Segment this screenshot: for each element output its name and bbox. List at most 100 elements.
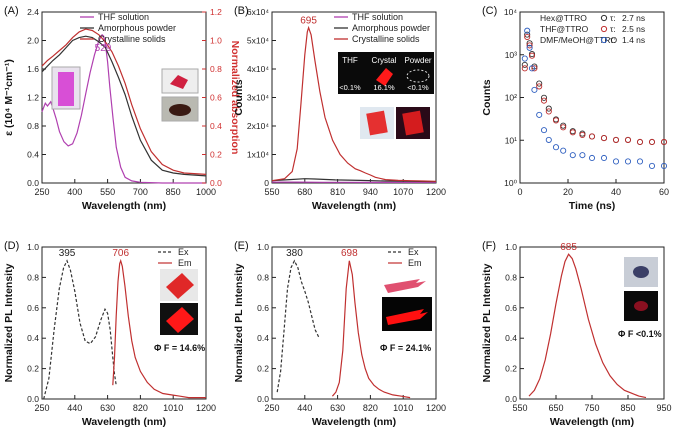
y-tick-label: 1.0: [505, 242, 517, 252]
legend-entry: THF solution: [352, 12, 403, 22]
data-point: [540, 97, 548, 104]
legend-entry: Crystalline solids: [352, 34, 420, 44]
data-point: [552, 117, 560, 124]
x-tick-label: 1010: [393, 403, 413, 413]
y-tick-label: 10⁰: [504, 178, 517, 188]
data-point: [579, 131, 586, 139]
crystal-glow-icon: [376, 68, 393, 86]
x-tick-label: 250: [264, 403, 279, 413]
y-tick-label: 1.0: [257, 242, 269, 252]
legend-entry: THF solution: [98, 12, 149, 22]
data-point: [552, 144, 560, 151]
peak-label-em: 698: [341, 248, 358, 259]
x-tick-label: 630: [100, 403, 115, 413]
y-tick-label: 2.0: [27, 36, 39, 46]
data-point: [526, 44, 533, 51]
series-line: [331, 260, 411, 399]
data-point: [526, 40, 533, 47]
x-axis-label: Wavelength (nm): [312, 416, 396, 428]
x-tick-label: 40: [611, 187, 621, 197]
inset-label-thf: THF: [342, 56, 358, 65]
chart-panel-a: 250 400 550 700 850 10000.00.40.81.21.62.02.4…: [3, 5, 241, 212]
legend-entry: Hex@TTRO: [540, 13, 587, 23]
x-tick-label: 250: [34, 403, 49, 413]
x-tick-label: 550: [264, 187, 279, 197]
series-line: [271, 178, 437, 183]
panel-label: (C): [482, 5, 497, 17]
y-tick-label: 0.6: [27, 303, 39, 313]
data-point: [660, 138, 668, 146]
peak-label: 529: [95, 43, 112, 54]
panel-label: (B): [234, 5, 249, 17]
legend-tau-label: τ:: [610, 24, 616, 34]
x-tick-label: 810: [330, 187, 345, 197]
x-tick-label: 0: [517, 187, 522, 197]
x-tick-label: 400: [67, 187, 82, 197]
y-tick-label: 1.0: [27, 242, 39, 252]
y2-tick-label: 0.2: [210, 150, 222, 160]
inset-label-powder: Powder: [404, 56, 431, 65]
y2-axis-label: Normalized absorption: [229, 41, 241, 155]
panel-label: (A): [4, 5, 19, 17]
y-tick-label: 10²: [505, 93, 517, 103]
data-point: [531, 86, 538, 93]
crystal-icon: [170, 75, 188, 89]
x-tick-label: 440: [297, 403, 312, 413]
legend-entry: THF@TTRO: [540, 24, 589, 34]
data-point: [636, 138, 644, 146]
panel-label: (F): [482, 240, 496, 252]
y-tick-label: 0.6: [257, 303, 269, 313]
data-point: [540, 127, 548, 134]
data-point: [524, 31, 531, 38]
y-tick-label: 0.4: [27, 333, 39, 343]
y-tick-label: 10⁴: [504, 7, 517, 17]
y-tick-label: 0.4: [257, 333, 269, 343]
plot-frame: [41, 246, 207, 400]
legend-tau-value: 1.4 ns: [622, 35, 645, 45]
crystal-pl-icon: [402, 110, 424, 136]
data-point: [545, 105, 552, 112]
y2-tick-label: 0.0: [210, 178, 222, 188]
data-point: [536, 80, 543, 87]
powder-icon: [633, 266, 649, 278]
data-point: [579, 152, 586, 159]
data-point: [545, 136, 552, 143]
y2-tick-label: 0.4: [210, 121, 222, 131]
legend-entry: Em: [408, 258, 422, 268]
data-point: [648, 138, 656, 146]
data-point: [636, 158, 644, 165]
y-tick-label: 0.0: [505, 394, 517, 404]
x-tick-label: 820: [133, 403, 148, 413]
data-point: [545, 108, 552, 115]
data-point: [536, 111, 543, 118]
data-point: [528, 51, 536, 58]
panel-label: (D): [4, 240, 19, 252]
data-point: [528, 65, 536, 72]
x-tick-label: 850: [166, 187, 181, 197]
data-point: [521, 65, 528, 72]
y-tick-label: 0.0: [257, 394, 269, 404]
y-tick-label: 0.0: [27, 178, 39, 188]
y-axis-label: ε (10⁴ M⁻¹cm⁻¹): [3, 59, 15, 136]
y-tick-label: 0.2: [505, 364, 517, 374]
y-tick-label: 0.8: [27, 121, 39, 131]
data-point: [560, 124, 567, 131]
data-point: [648, 162, 656, 169]
data-point: [531, 65, 538, 72]
x-tick-label: 850: [620, 403, 635, 413]
y-tick-label: 1.2: [27, 93, 39, 103]
quantum-yield-label: Φ F <0.1%: [618, 329, 662, 339]
y-tick-label: 0.8: [257, 272, 269, 282]
x-axis-label: Wavelength (nm): [312, 200, 396, 212]
legend-tau-label: τ:: [610, 13, 616, 23]
crystal-pl-icon: [386, 309, 428, 325]
data-point: [588, 154, 596, 162]
y-tick-label: 2x10⁴: [247, 121, 269, 131]
x-tick-label: 250: [34, 187, 49, 197]
series-line: [112, 258, 206, 399]
x-tick-label: 1000: [196, 187, 216, 197]
x-tick-label: 820: [363, 403, 378, 413]
quantum-yield-label: Φ F = 24.1%: [380, 343, 431, 353]
y-axis-label: Normalized PL Intensity: [481, 263, 493, 382]
